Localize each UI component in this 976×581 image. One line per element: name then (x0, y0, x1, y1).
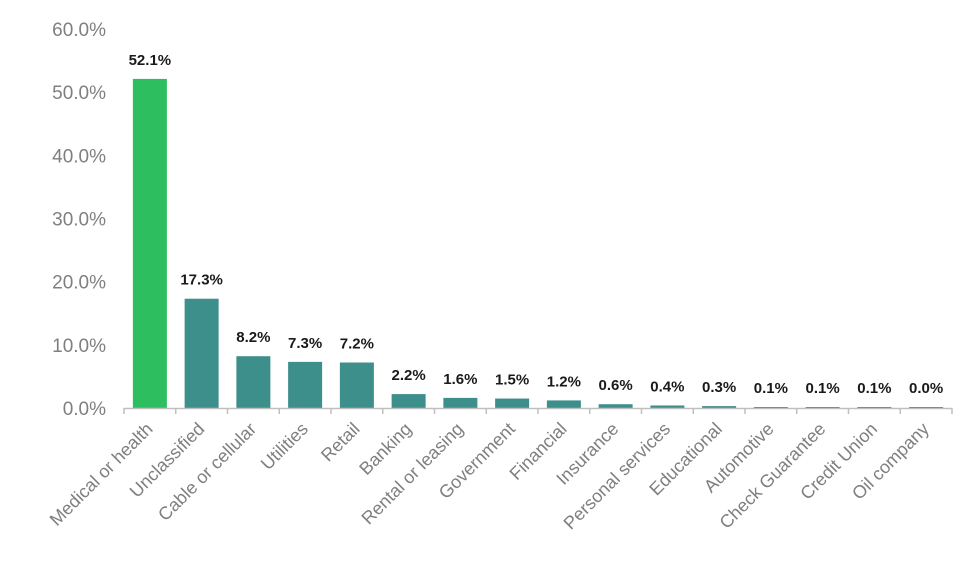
bar-banking (391, 394, 426, 408)
y-tick-label: 40.0% (52, 146, 106, 167)
y-tick-label: 30.0% (52, 210, 106, 231)
data-label: 0.0% (909, 380, 943, 397)
bar-check-guarantee (805, 407, 840, 408)
bar-oil-company (909, 407, 944, 408)
y-tick-label: 10.0% (52, 336, 106, 357)
data-label: 0.3% (702, 379, 736, 396)
bar-utilities (288, 361, 323, 408)
data-label: 0.1% (857, 380, 891, 397)
data-label: 7.3% (288, 335, 322, 352)
y-axis-ticks: 0.0% 10.0% 20.0% 30.0% 40.0% 50.0% 60.0% (52, 20, 106, 420)
x-category-label: Retail (317, 419, 364, 466)
bar-financial (546, 400, 581, 408)
bar-cable-or-cellular (236, 356, 271, 408)
data-label: 0.1% (754, 380, 788, 397)
y-tick-label: 60.0% (52, 20, 106, 41)
bar-automotive (753, 407, 788, 408)
y-tick-label: 0.0% (63, 399, 106, 420)
data-label: 1.5% (495, 372, 529, 389)
bar-insurance (598, 404, 633, 408)
data-label: 0.4% (650, 378, 684, 395)
bar-unclassified (184, 298, 219, 408)
x-category-label: Utilities (257, 419, 312, 474)
y-tick-label: 20.0% (52, 273, 106, 294)
data-label: 1.6% (443, 371, 477, 388)
bar-educational (702, 406, 737, 408)
bar-government (495, 398, 530, 408)
bars-group (132, 78, 944, 408)
data-label: 0.1% (806, 380, 840, 397)
data-labels-group: 52.1% 17.3% 8.2% 7.3% 7.2% 2.2% 1.6% 1.5% 1.2% 0.… (129, 52, 944, 397)
data-label: 8.2% (236, 329, 270, 346)
bar-credit-union (857, 407, 892, 408)
data-label: 7.2% (340, 336, 374, 353)
data-label: 0.6% (599, 377, 633, 394)
data-label: 1.2% (547, 373, 581, 390)
bar-rental-or-leasing (443, 397, 478, 408)
data-label: 2.2% (392, 367, 426, 384)
bar-retail (339, 362, 374, 408)
bar-medical-or-health (132, 78, 167, 408)
x-category-label: Cable or cellular (154, 419, 260, 525)
data-label: 52.1% (129, 52, 172, 69)
bar-personal-services (650, 405, 685, 408)
data-label: 17.3% (180, 272, 223, 289)
y-tick-label: 50.0% (52, 83, 106, 104)
